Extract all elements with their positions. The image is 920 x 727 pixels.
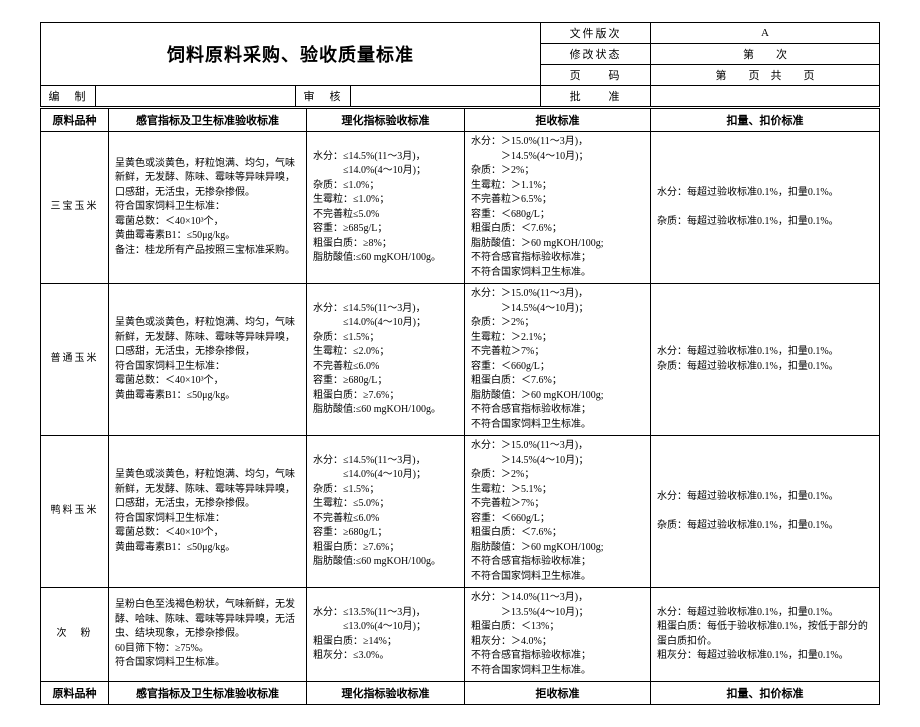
revision-label: 修改状态 xyxy=(541,44,651,65)
sensory-cell: 呈粉白色至浅褐色粉状，气味新鲜，无发酵、哈味、陈味、霉味等异味异嗅，无活虫、结块… xyxy=(109,588,307,682)
col-deduct: 扣量、扣价标准 xyxy=(651,109,880,132)
table-row: 次 粉 呈粉白色至浅褐色粉状，气味新鲜，无发酵、哈味、陈味、霉味等异味异嗅，无活… xyxy=(41,588,880,682)
col-sensory: 感官指标及卫生标准验收标准 xyxy=(109,109,307,132)
col-material: 原料品种 xyxy=(41,109,109,132)
col-material: 原料品种 xyxy=(41,682,109,705)
reject-cell: 水分：＞14.0%(11～3月)， ＞13.5%(4～10月)； 粗蛋白质：＜1… xyxy=(465,588,651,682)
review-value xyxy=(351,86,541,107)
col-sensory: 感官指标及卫生标准验收标准 xyxy=(109,682,307,705)
table-row: 三宝玉米 呈黄色或淡黄色，籽粒饱满、均匀，气味新鲜，无发酵、陈味、霉味等异味异嗅… xyxy=(41,132,880,284)
table-row: 普通玉米 呈黄色或淡黄色，籽粒饱满、均匀，气味新鲜，无发酵、陈味、霉味等异味异嗅… xyxy=(41,284,880,436)
col-physico: 理化指标验收标准 xyxy=(307,682,465,705)
col-physico: 理化指标验收标准 xyxy=(307,109,465,132)
document-header: 饲料原料采购、验收质量标准 文件版次 A 修改状态 第 次 页 码 第 页 共 … xyxy=(40,22,880,107)
material-name: 次 粉 xyxy=(41,588,109,682)
sensory-cell: 呈黄色或淡黄色，籽粒饱满、均匀，气味新鲜，无发酵、陈味、霉味等异味异嗅，口感甜，… xyxy=(109,436,307,588)
deduct-cell: 水分：每超过验收标准0.1%，扣量0.1%。 杂质：每超过验收标准0.1%，扣量… xyxy=(651,132,880,284)
revision-value: 第 次 xyxy=(651,44,880,65)
version-value: A xyxy=(651,23,880,44)
deduct-cell: 水分：每超过验收标准0.1%，扣量0.1%。 杂质：每超过验收标准0.1%，扣量… xyxy=(651,284,880,436)
physico-cell: 水分：≤14.5%(11～3月)， ≤14.0%(4～10月)； 杂质：≤1.5… xyxy=(307,436,465,588)
col-reject: 拒收标准 xyxy=(465,109,651,132)
physico-cell: 水分：≤14.5%(11～3月)， ≤14.0%(4～10月)； 杂质：≤1.5… xyxy=(307,284,465,436)
physico-cell: 水分：≤14.5%(11～3月)， ≤14.0%(4～10月)； 杂质：≤1.0… xyxy=(307,132,465,284)
review-label: 审 核 xyxy=(296,86,351,107)
table-row: 鸭料玉米 呈黄色或淡黄色，籽粒饱满、均匀，气味新鲜，无发酵、陈味、霉味等异味异嗅… xyxy=(41,436,880,588)
standards-table: 原料品种 感官指标及卫生标准验收标准 理化指标验收标准 拒收标准 扣量、扣价标准… xyxy=(40,108,880,705)
page-label: 页 码 xyxy=(541,65,651,86)
sensory-cell: 呈黄色或淡黄色，籽粒饱满、均匀，气味新鲜，无发酵、陈味、霉味等异味异嗅，口感甜，… xyxy=(109,132,307,284)
deduct-cell: 水分：每超过验收标准0.1%，扣量0.1%。 杂质：每超过验收标准0.1%，扣量… xyxy=(651,436,880,588)
table-footer-row: 原料品种 感官指标及卫生标准验收标准 理化指标验收标准 拒收标准 扣量、扣价标准 xyxy=(41,682,880,705)
approve-label: 批 准 xyxy=(541,86,651,107)
reject-cell: 水分：＞15.0%(11～3月)， ＞14.5%(4～10月)； 杂质：＞2%；… xyxy=(465,132,651,284)
compile-label: 编 制 xyxy=(41,86,96,107)
col-reject: 拒收标准 xyxy=(465,682,651,705)
physico-cell: 水分：≤13.5%(11～3月)， ≤13.0%(4～10月)； 粗蛋白质：≥1… xyxy=(307,588,465,682)
material-name: 普通玉米 xyxy=(41,284,109,436)
sensory-cell: 呈黄色或淡黄色，籽粒饱满、均匀，气味新鲜，无发酵、陈味、霉味等异味异嗅，口感甜，… xyxy=(109,284,307,436)
compile-value xyxy=(96,86,296,107)
material-name: 鸭料玉米 xyxy=(41,436,109,588)
approve-value xyxy=(651,86,880,107)
material-name: 三宝玉米 xyxy=(41,132,109,284)
page-value: 第 页 共 页 xyxy=(651,65,880,86)
version-label: 文件版次 xyxy=(541,23,651,44)
table-header-row: 原料品种 感官指标及卫生标准验收标准 理化指标验收标准 拒收标准 扣量、扣价标准 xyxy=(41,109,880,132)
col-deduct: 扣量、扣价标准 xyxy=(651,682,880,705)
deduct-cell: 水分：每超过验收标准0.1%，扣量0.1%。 粗蛋白质：每低于验收标准0.1%，… xyxy=(651,588,880,682)
reject-cell: 水分：＞15.0%(11～3月)， ＞14.5%(4～10月)； 杂质：＞2%；… xyxy=(465,284,651,436)
doc-title: 饲料原料采购、验收质量标准 xyxy=(41,23,541,86)
reject-cell: 水分：＞15.0%(11～3月)， ＞14.5%(4～10月)； 杂质：＞2%；… xyxy=(465,436,651,588)
